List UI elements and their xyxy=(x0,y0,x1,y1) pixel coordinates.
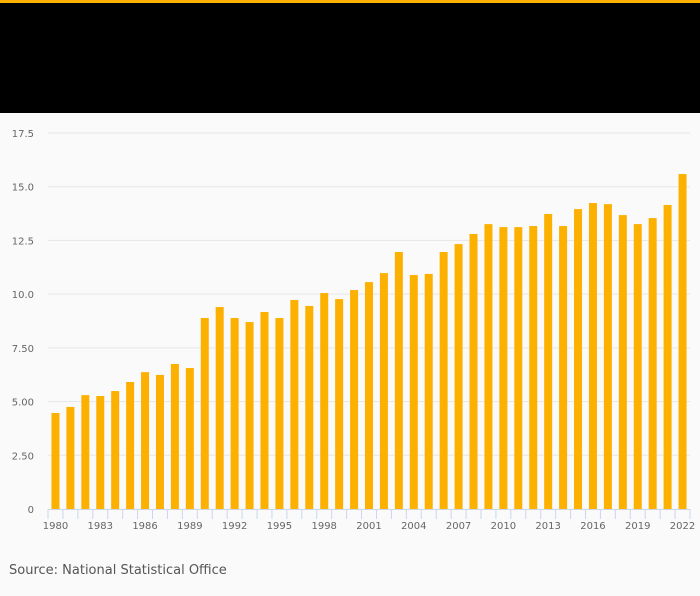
bar-2009 xyxy=(484,224,493,509)
bar-1986 xyxy=(141,372,150,509)
bar-1992 xyxy=(230,317,239,509)
y-tick-label: 17.5 xyxy=(12,129,34,140)
bar-1985 xyxy=(126,382,135,509)
bar-2008 xyxy=(469,233,478,509)
bar-2007 xyxy=(454,244,463,509)
x-tick-label: 2001 xyxy=(356,521,381,532)
bar-1994 xyxy=(260,311,269,509)
bar-1999 xyxy=(335,299,344,509)
bar-1998 xyxy=(320,293,329,509)
x-tick-label: 1989 xyxy=(177,521,202,532)
bar-1989 xyxy=(185,368,194,509)
bar-2005 xyxy=(424,273,433,509)
bar-1983 xyxy=(96,395,105,509)
bar-1995 xyxy=(275,317,284,509)
y-tick-label: 10.0 xyxy=(12,290,34,301)
bar-2018 xyxy=(618,215,627,509)
x-tick-label: 1998 xyxy=(311,521,336,532)
bar-2021 xyxy=(663,204,672,509)
x-tick-label: 1983 xyxy=(88,521,113,532)
bar-2002 xyxy=(379,273,388,509)
x-tick-label: 1980 xyxy=(43,521,68,532)
x-tick-label: 1995 xyxy=(267,521,292,532)
bar-2004 xyxy=(409,275,418,509)
x-tick-label: 1992 xyxy=(222,521,247,532)
y-tick-label: 0 xyxy=(28,505,34,516)
bar-2012 xyxy=(529,226,538,509)
header-banner xyxy=(0,3,700,113)
bar-2016 xyxy=(588,203,597,509)
bar-2001 xyxy=(365,282,373,509)
bar-2020 xyxy=(648,218,657,509)
y-tick-label: 15.0 xyxy=(12,183,34,194)
bar-1982 xyxy=(81,395,90,509)
bar-2022 xyxy=(678,174,687,509)
bar-2006 xyxy=(439,252,448,509)
x-tick-label: 2007 xyxy=(446,521,471,532)
bar-chart: 0 2.50 5.00 7.50 10.0 12.5 15.0 17.5 1980 1983 198… xyxy=(12,129,696,532)
bar-1991 xyxy=(215,307,224,509)
bar-1988 xyxy=(170,363,179,509)
bar-1993 xyxy=(245,322,254,509)
bar-1987 xyxy=(155,374,164,509)
x-tick-label: 2004 xyxy=(401,521,426,532)
y-tick-label: 12.5 xyxy=(12,236,34,247)
bar-1997 xyxy=(305,305,314,509)
x-tick-label: 2016 xyxy=(580,521,605,532)
source-note: Source: National Statistical Office xyxy=(9,563,227,578)
bar-2000 xyxy=(350,290,359,509)
bar-2019 xyxy=(633,224,642,509)
bar-1996 xyxy=(290,299,299,509)
bar-2017 xyxy=(603,204,612,509)
bar-1984 xyxy=(111,391,120,509)
bar-2015 xyxy=(574,209,583,509)
bar-2011 xyxy=(514,227,523,509)
bar-1981 xyxy=(66,406,75,509)
x-tick-label: 2019 xyxy=(625,521,650,532)
bar-2010 xyxy=(499,227,508,509)
bar-2014 xyxy=(559,226,568,509)
bar-1980 xyxy=(51,412,60,509)
y-tick-label: 7.50 xyxy=(12,344,34,355)
x-tick-label: 2013 xyxy=(535,521,560,532)
x-tick-label: 2010 xyxy=(491,521,516,532)
y-tick-label: 5.00 xyxy=(12,398,34,409)
x-tick-label: 1986 xyxy=(132,521,157,532)
bar-2013 xyxy=(544,214,553,509)
x-tick-label: 2022 xyxy=(670,521,695,532)
bar-1990 xyxy=(200,317,209,509)
top-accent-bar xyxy=(0,0,700,3)
bar-2003 xyxy=(394,252,403,509)
y-tick-label: 2.50 xyxy=(12,451,34,462)
